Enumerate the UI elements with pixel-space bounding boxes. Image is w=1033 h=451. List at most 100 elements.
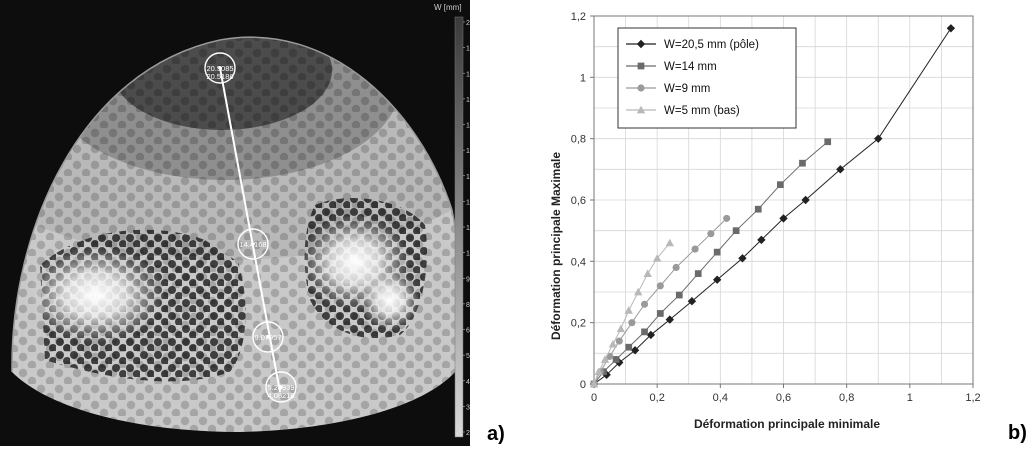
data-point xyxy=(754,205,762,213)
colorbar-tick-label: 6.88044 xyxy=(466,328,470,335)
colorbar-tick-label: 11.4264 xyxy=(466,225,470,232)
colorbar-tick-label: 5.74394 xyxy=(466,353,470,360)
y-tick-label: 0,8 xyxy=(571,134,586,146)
legend-box xyxy=(617,27,797,129)
legend-marker xyxy=(637,62,645,70)
measurement-point-ring xyxy=(252,321,284,353)
data-point xyxy=(628,319,636,327)
measurement-point xyxy=(266,335,270,339)
data-point xyxy=(643,269,652,277)
data-point xyxy=(824,138,832,146)
y-tick-label: 0,4 xyxy=(571,256,586,268)
measurement-point xyxy=(251,242,255,246)
legend-label: W=9 mm xyxy=(664,83,710,95)
legend-marker xyxy=(637,84,645,92)
data-point xyxy=(691,245,699,253)
panel-letter-b: b) xyxy=(1008,422,1027,444)
series-group xyxy=(589,238,674,388)
panel-letter-a: a) xyxy=(487,423,505,445)
data-point xyxy=(694,270,702,277)
data-point xyxy=(779,214,788,223)
x-tick-label: 0,8 xyxy=(839,392,854,404)
legend-label: W=5 mm (bas) xyxy=(664,105,740,117)
colorbar-tick-label: 20.5184 xyxy=(466,20,470,27)
data-point xyxy=(672,263,680,272)
data-point xyxy=(723,214,731,222)
x-tick-label: 0,6 xyxy=(776,392,791,404)
colorbar-tick-label: 15.9724 xyxy=(466,123,470,130)
data-point xyxy=(675,291,683,299)
colorbar-tick-label: 2.33445 xyxy=(466,430,470,437)
scatter-chart: 0 0,2 0,4 0,6 0,8 1 1,2 0 0,2 0,4 0,6 0,8 1 1,2 W=20,… xyxy=(549,11,981,431)
y-axis-label: Déformation principale Maximale xyxy=(549,152,563,340)
measurement-point-ring xyxy=(204,52,236,84)
point-value-label: 14.4168 xyxy=(239,240,266,249)
series-group xyxy=(590,138,832,388)
y-tick-label: 1,2 xyxy=(571,11,586,23)
x-axis-label: Déformation principale minimale xyxy=(694,417,880,431)
y-tick-label: 0,6 xyxy=(571,195,586,207)
data-point xyxy=(757,235,766,245)
data-point xyxy=(801,195,810,205)
legend-label: W=20,5 mm (pôle) xyxy=(664,39,759,51)
legend-label: W=14 mm xyxy=(664,61,717,73)
measurement-point-ring xyxy=(237,228,269,260)
data-point xyxy=(634,287,643,296)
colorbar-tick-label: 4.60744 xyxy=(466,379,470,386)
data-point xyxy=(799,159,806,167)
y-tick-label: 0,2 xyxy=(571,318,586,330)
colorbar-tick-label: 17.1089 xyxy=(466,97,470,104)
data-point xyxy=(732,227,740,235)
x-tick-label: 1 xyxy=(907,392,913,404)
point-value-label: 20.5186 xyxy=(206,72,233,81)
data-point xyxy=(594,367,603,376)
colorbar-tick-label: 9.15343 xyxy=(466,276,470,283)
data-point xyxy=(836,165,845,174)
colorbar-tick-label: 8.01693 xyxy=(466,302,470,309)
colorbar-tick-label: 12.5629 xyxy=(466,199,470,206)
x-tick-label: 1,2 xyxy=(965,392,980,404)
legend-marker xyxy=(636,39,646,49)
point-value-label: 5.24939 xyxy=(267,383,294,392)
point-value-label: 9.07957 xyxy=(254,333,281,342)
measurement-point xyxy=(279,385,283,389)
point-value-label: 20.5085 xyxy=(206,64,233,73)
data-point xyxy=(589,379,599,388)
measurement-point-ring xyxy=(265,371,297,403)
x-tick-label: 0,4 xyxy=(713,392,728,404)
data-point xyxy=(656,310,664,317)
data-point xyxy=(625,343,633,351)
data-point xyxy=(656,282,664,290)
data-point xyxy=(624,306,633,314)
data-point xyxy=(713,248,721,256)
colorbar-tick-label: 18.2454 xyxy=(466,71,470,78)
data-point xyxy=(608,339,618,348)
data-point xyxy=(652,254,662,262)
data-point xyxy=(665,238,674,247)
data-point xyxy=(946,24,956,33)
data-point xyxy=(641,328,648,336)
x-tick-label: 0,2 xyxy=(650,392,665,404)
data-point xyxy=(687,297,697,306)
y-tick-label: 0 xyxy=(580,379,586,391)
contour-panel: 20.5085 20.5186 14.4168 9.07957 5.24939 4.082… xyxy=(0,0,491,446)
data-point xyxy=(738,254,747,263)
data-point xyxy=(640,300,649,308)
colorbar-tick-label: 13.6994 xyxy=(466,174,470,181)
chart-panel: 0 0,2 0,4 0,6 0,8 1 1,2 0 0,2 0,4 0,6 0,8 1 1,2 W=20,… xyxy=(540,0,1033,446)
x-tick-label: 0 xyxy=(591,392,597,404)
colorbar-tick-label: 3.47095 xyxy=(466,404,470,411)
colorbar-tick-label: 10.2899 xyxy=(466,251,470,258)
data-point xyxy=(612,356,620,363)
colorbar-tick-label: 14.8359 xyxy=(466,148,470,155)
colorbar xyxy=(454,16,464,438)
data-point xyxy=(776,181,784,189)
data-point xyxy=(600,355,610,363)
data-point xyxy=(616,324,626,333)
y-tick-label: 1 xyxy=(580,72,586,84)
point-value-label: 4.08218 xyxy=(267,391,294,400)
data-point xyxy=(874,134,883,143)
legend-marker xyxy=(636,105,646,114)
measurement-point xyxy=(218,66,222,70)
